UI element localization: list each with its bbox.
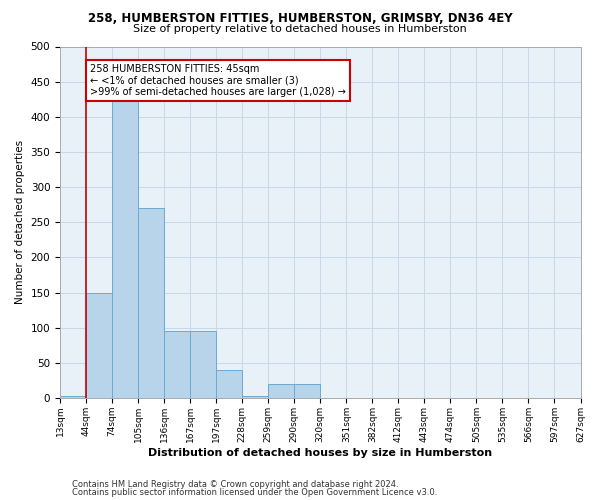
Bar [294,384,320,398]
Bar [86,292,112,398]
Y-axis label: Number of detached properties: Number of detached properties [15,140,25,304]
Bar [268,384,294,398]
Text: Size of property relative to detached houses in Humberston: Size of property relative to detached ho… [133,24,467,34]
Bar [138,208,164,398]
Bar [216,370,242,398]
Text: 258, HUMBERSTON FITTIES, HUMBERSTON, GRIMSBY, DN36 4EY: 258, HUMBERSTON FITTIES, HUMBERSTON, GRI… [88,12,512,26]
X-axis label: Distribution of detached houses by size in Humberston: Distribution of detached houses by size … [148,448,493,458]
Bar [164,331,190,398]
Bar [190,331,216,398]
Bar [60,396,86,398]
Text: Contains public sector information licensed under the Open Government Licence v3: Contains public sector information licen… [72,488,437,497]
Text: 258 HUMBERSTON FITTIES: 45sqm
← <1% of detached houses are smaller (3)
>99% of s: 258 HUMBERSTON FITTIES: 45sqm ← <1% of d… [90,64,346,98]
Text: Contains HM Land Registry data © Crown copyright and database right 2024.: Contains HM Land Registry data © Crown c… [72,480,398,489]
Bar [112,74,138,398]
Bar [242,396,268,398]
